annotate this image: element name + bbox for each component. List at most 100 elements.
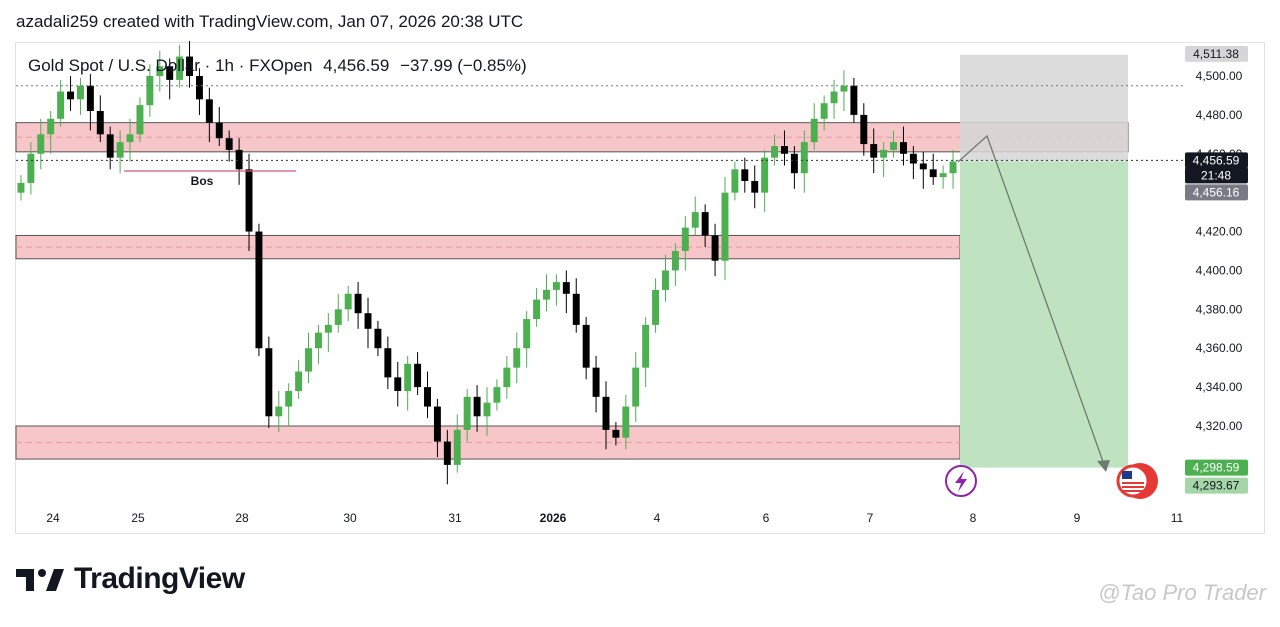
tradingview-logo-icon xyxy=(16,569,64,591)
candle-body xyxy=(890,142,898,150)
projection-path xyxy=(957,134,1107,471)
candle-up xyxy=(146,64,154,117)
candle-up xyxy=(136,97,144,143)
time-axis: 24 25 28 30 31 2026 4 6 7 8 9 11 xyxy=(46,511,1183,525)
candle-body xyxy=(939,173,947,178)
candle-body xyxy=(870,144,878,158)
candle-body xyxy=(493,387,501,403)
candle-body xyxy=(314,332,322,349)
candle-body xyxy=(116,142,124,158)
candle-body xyxy=(334,309,342,325)
candle-up xyxy=(533,287,541,327)
tradingview-logo[interactable]: TradingView xyxy=(16,562,245,596)
candle-body xyxy=(86,85,94,111)
candle-up xyxy=(17,175,25,201)
candle-up xyxy=(295,359,303,399)
candle-body xyxy=(781,146,788,154)
price-tick-label: 4,400.00 xyxy=(1196,263,1243,277)
candle-body xyxy=(592,367,600,397)
last-price-badge-text: 4,456.59 xyxy=(1193,153,1240,167)
symbol-name[interactable]: Gold Spot / U.S. Dollar · 1h · FXOpen xyxy=(28,56,313,75)
chart-frame[interactable] xyxy=(15,42,1265,534)
candle-down xyxy=(374,321,382,356)
candle-body xyxy=(671,251,679,271)
candle-body xyxy=(543,289,550,300)
time-tick-label: 28 xyxy=(235,511,249,525)
secondary-target-badge-bg xyxy=(1185,477,1248,494)
candle-body xyxy=(652,289,660,325)
candle-up xyxy=(771,134,779,166)
candle-up xyxy=(463,389,471,442)
candle-body xyxy=(47,118,55,135)
candle-down xyxy=(195,68,203,115)
candle-down xyxy=(602,381,610,450)
author-watermark: @Tao Pro Trader xyxy=(1098,580,1266,605)
time-tick-label: 2026 xyxy=(540,511,567,525)
candle-down xyxy=(96,95,104,143)
candle-body xyxy=(186,56,193,76)
overlay-layer: Bos xyxy=(16,85,1184,499)
candle-up xyxy=(662,254,669,302)
symbol-legend[interactable]: Gold Spot / U.S. Dollar · 1h · FXOpen 4,… xyxy=(28,56,533,76)
time-tick-label: 11 xyxy=(1171,511,1184,525)
candle-down xyxy=(860,103,868,156)
candle-body xyxy=(96,111,104,135)
target-price-badge: 4,298.59 xyxy=(1185,459,1248,476)
candle-body xyxy=(17,182,25,193)
candle-body xyxy=(473,396,481,417)
candle-up xyxy=(324,313,332,353)
candle-body xyxy=(37,134,45,154)
us-flag-icon xyxy=(1116,463,1158,499)
candle-up xyxy=(691,196,699,236)
flag-canton xyxy=(1122,471,1132,479)
candle-body xyxy=(453,429,461,465)
time-tick-label: 25 xyxy=(131,511,145,525)
candle-body xyxy=(235,149,243,170)
candle-body xyxy=(106,134,114,158)
candle-body xyxy=(344,293,352,310)
candle-down xyxy=(850,77,858,123)
candle-body xyxy=(136,105,144,135)
candle-down xyxy=(562,270,570,314)
target-price-badge-text: 4,298.59 xyxy=(1193,461,1240,475)
flag-stripe xyxy=(1122,482,1144,484)
candle-up xyxy=(642,317,650,388)
candle-down xyxy=(364,297,372,349)
candle-body xyxy=(622,406,630,438)
candle-up xyxy=(176,44,184,88)
candle-body xyxy=(394,377,402,391)
candle-down xyxy=(741,157,749,193)
candle-body xyxy=(146,76,154,106)
stop-price-badge-bg xyxy=(1185,45,1248,62)
candle-body xyxy=(741,169,749,181)
candle-up xyxy=(721,177,729,281)
time-tick-label: 31 xyxy=(448,511,462,525)
candle-up xyxy=(483,387,491,436)
candle-body xyxy=(225,138,233,150)
candle-body xyxy=(919,163,927,170)
candle-body xyxy=(820,103,828,119)
candle-up xyxy=(453,414,461,473)
candle-body xyxy=(751,181,759,193)
lightning-event-icon xyxy=(945,465,977,497)
countdown-badge: 21:48 xyxy=(1185,167,1248,184)
candle-up xyxy=(820,95,828,131)
candle-body xyxy=(414,363,422,388)
candle-down xyxy=(205,87,213,143)
candle-up xyxy=(671,243,679,286)
candle-down xyxy=(86,74,94,131)
candle-body xyxy=(929,169,937,178)
entry-price-badge-text: 4,456.16 xyxy=(1193,185,1240,199)
zones-layer xyxy=(15,122,1129,460)
candle-body xyxy=(354,293,362,314)
candle-body xyxy=(176,56,184,80)
candle-down xyxy=(414,352,422,395)
candle-body xyxy=(57,91,65,119)
candle-up xyxy=(37,118,45,170)
candle-up xyxy=(622,394,630,450)
candle-up xyxy=(731,161,739,201)
candle-body xyxy=(612,429,620,438)
candle-body xyxy=(830,91,838,104)
candle-up xyxy=(47,111,55,154)
